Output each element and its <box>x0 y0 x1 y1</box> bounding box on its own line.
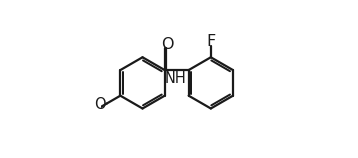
Text: F: F <box>206 34 216 49</box>
Text: O: O <box>161 37 174 52</box>
Text: NH: NH <box>164 71 186 86</box>
Text: O: O <box>95 97 106 112</box>
